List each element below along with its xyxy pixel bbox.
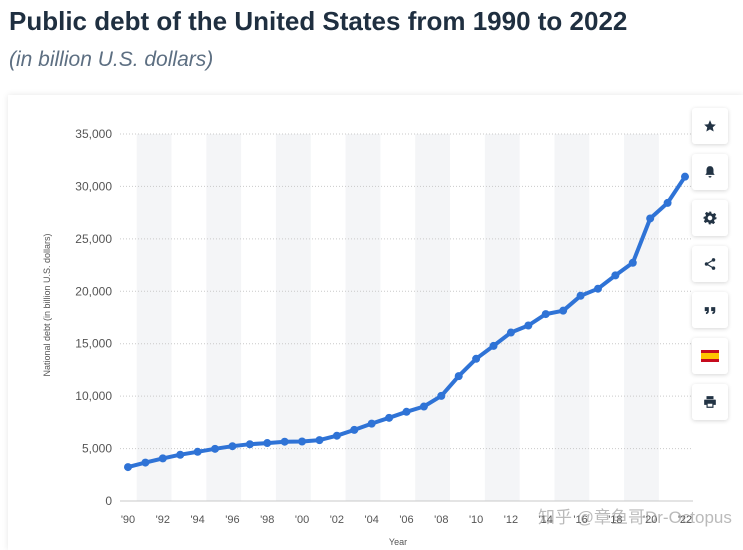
print-button[interactable] (692, 384, 728, 420)
chart-card: 0 5,000 10,000 15,000 20,000 25,000 30,000 35,0… (8, 95, 743, 550)
data-point[interactable] (524, 321, 533, 330)
data-point[interactable] (263, 439, 272, 448)
data-point[interactable] (663, 198, 672, 207)
x-tick-label: '94 (190, 514, 204, 526)
data-point[interactable] (280, 437, 289, 446)
notification-button[interactable] (692, 154, 728, 190)
data-point[interactable] (298, 437, 307, 446)
background-band (206, 134, 242, 501)
data-point[interactable] (576, 291, 585, 300)
y-tick-label: 0 (105, 494, 112, 508)
data-point[interactable] (646, 214, 655, 223)
spain-flag-icon (701, 350, 719, 362)
y-tick-label: 30,000 (75, 179, 112, 193)
page-subtitle: (in billion U.S. dollars) (9, 48, 214, 71)
data-point[interactable] (419, 402, 428, 411)
data-point[interactable] (489, 341, 498, 350)
data-point[interactable] (193, 447, 202, 456)
data-point[interactable] (611, 271, 620, 280)
data-point[interactable] (402, 407, 411, 416)
data-point[interactable] (454, 372, 463, 381)
gear-icon (703, 211, 717, 225)
line-chart: 0 5,000 10,000 15,000 20,000 25,000 30,000 35,0… (42, 127, 693, 547)
background-band (554, 134, 590, 501)
data-point[interactable] (332, 431, 341, 440)
y-tick-label: 15,000 (75, 337, 112, 351)
data-point[interactable] (228, 442, 237, 451)
y-axis-ticks: 0 5,000 10,000 15,000 20,000 25,000 30,000 35,0… (75, 127, 112, 508)
data-point[interactable] (176, 450, 185, 459)
x-tick-label: '10 (469, 514, 483, 526)
data-point[interactable] (211, 444, 220, 453)
y-tick-label: 20,000 (75, 284, 112, 298)
data-point[interactable] (506, 328, 515, 337)
y-tick-label: 35,000 (75, 127, 112, 141)
background-bands (136, 134, 659, 501)
chart-toolbar (692, 108, 730, 430)
x-tick-label: '18 (608, 514, 622, 526)
bell-icon (705, 166, 715, 178)
watermark-text: 知乎 @章鱼哥Dr-Octopus (538, 508, 732, 527)
y-tick-label: 5,000 (82, 442, 112, 456)
data-point[interactable] (628, 258, 637, 267)
data-point[interactable] (437, 391, 446, 400)
cite-button[interactable] (692, 292, 728, 328)
page-title: Public debt of the United States from 19… (9, 6, 628, 36)
background-band (624, 134, 659, 501)
share-button[interactable] (692, 246, 728, 282)
data-point[interactable] (315, 436, 324, 445)
background-band (484, 134, 520, 501)
quote-icon (704, 307, 716, 315)
background-band (136, 134, 172, 501)
background-band (415, 134, 451, 501)
data-point[interactable] (472, 354, 481, 363)
settings-button[interactable] (692, 200, 728, 236)
favorite-button[interactable] (692, 108, 728, 144)
x-tick-label: '16 (573, 514, 587, 526)
x-tick-label: '02 (330, 514, 344, 526)
x-tick-label: '00 (295, 514, 309, 526)
data-point[interactable] (385, 413, 394, 422)
language-button[interactable] (692, 338, 728, 374)
x-axis-ticks: '90 '92 '94 '96 '98 '00 '02 '04 '06 '08 '10 '12 '14 '… (121, 514, 692, 526)
background-band (345, 134, 381, 501)
x-tick-label: '06 (399, 514, 413, 526)
data-point[interactable] (593, 284, 602, 293)
y-axis-label: National debt (in billion U.S. dollars) (42, 233, 52, 376)
x-axis-label: Year (389, 537, 407, 547)
print-icon (704, 396, 716, 408)
x-tick-label: '04 (365, 514, 379, 526)
series-points (124, 172, 689, 472)
x-tick-label: '14 (539, 514, 553, 526)
data-point[interactable] (367, 419, 376, 428)
share-icon (704, 258, 716, 270)
gridlines (120, 133, 693, 502)
data-point[interactable] (141, 458, 150, 467)
data-point[interactable] (124, 463, 132, 472)
x-tick-label: '22 (678, 514, 692, 526)
star-icon (704, 120, 716, 132)
background-band (275, 134, 311, 501)
y-tick-label: 25,000 (75, 232, 112, 246)
y-tick-label: 10,000 (75, 389, 112, 403)
x-tick-label: '90 (121, 514, 135, 526)
data-point[interactable] (541, 310, 550, 319)
x-tick-label: '08 (434, 514, 448, 526)
data-point[interactable] (350, 425, 359, 434)
x-tick-label: '12 (504, 514, 518, 526)
data-point[interactable] (158, 454, 167, 463)
data-point[interactable] (681, 172, 689, 181)
data-point[interactable] (559, 306, 568, 315)
x-tick-label: '92 (156, 514, 170, 526)
data-point[interactable] (245, 440, 254, 449)
x-tick-label: '98 (260, 514, 274, 526)
x-tick-label: '96 (225, 514, 239, 526)
x-tick-label: '20 (643, 514, 657, 526)
